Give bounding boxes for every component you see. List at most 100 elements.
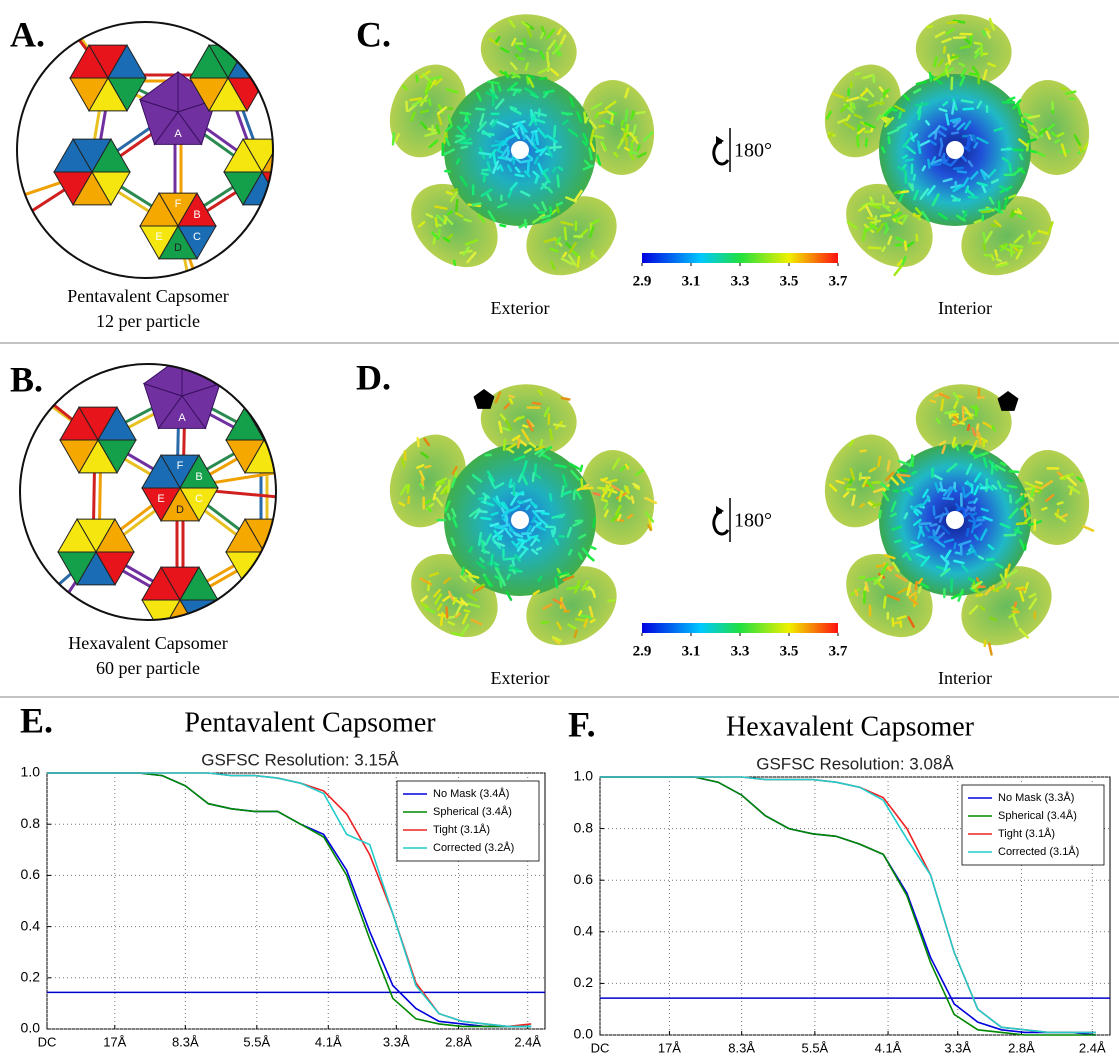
map-fiber: [633, 485, 641, 491]
map-fiber: [420, 109, 430, 114]
chart-subtitle: GSFSC Resolution: 3.15Å: [201, 750, 399, 769]
map-fiber: [973, 51, 981, 59]
map-fiber: [859, 96, 869, 102]
map-fiber: [1025, 508, 1032, 518]
map-fiber: [940, 554, 950, 565]
map-fiber: [614, 504, 622, 516]
map-fiber: [511, 558, 516, 567]
map-fiber: [859, 449, 867, 453]
x-tick-label: 8.3Å: [728, 1040, 755, 1055]
map-fiber: [538, 450, 546, 458]
map-fiber: [409, 97, 423, 102]
map-fiber: [973, 41, 982, 45]
map-fiber: [993, 127, 1004, 132]
map-fiber: [493, 529, 503, 541]
map-fiber: [447, 590, 454, 602]
map-fiber: [1002, 487, 1010, 493]
map-fiber: [887, 235, 893, 246]
map-fiber: [644, 496, 658, 505]
map-fiber: [556, 621, 563, 630]
map-fiber: [1018, 627, 1029, 639]
map-fiber: [604, 100, 617, 110]
map-fiber: [934, 131, 938, 140]
map-fiber: [559, 572, 570, 579]
map-fiber: [419, 70, 431, 79]
map-fiber: [908, 591, 917, 599]
map-fiber: [839, 103, 850, 113]
map-fiber: [949, 117, 962, 123]
map-fiber: [914, 207, 923, 216]
map-fiber: [877, 574, 883, 582]
map-fiber: [955, 394, 964, 399]
map-fiber: [954, 443, 960, 451]
map-fiber: [425, 213, 434, 219]
colorbar-tick-label: 3.7: [829, 273, 848, 289]
map-fiber: [891, 211, 902, 219]
map-fiber: [1015, 586, 1025, 590]
map-fiber: [946, 486, 954, 498]
map-fiber: [482, 175, 486, 183]
map-fiber: [444, 124, 454, 132]
map-fiber: [825, 110, 832, 120]
map-fiber: [531, 548, 539, 555]
map-fiber: [549, 68, 560, 77]
map-fiber: [560, 220, 574, 227]
map-fiber: [988, 17, 996, 31]
map-fiber: [554, 463, 568, 469]
map-fiber: [568, 462, 580, 470]
y-tick-label: 0.4: [574, 923, 594, 939]
map-fiber: [481, 131, 495, 136]
map-fiber: [987, 544, 995, 551]
map-fiber: [583, 159, 591, 167]
map-fiber: [579, 464, 584, 473]
map-fiber: [526, 524, 532, 533]
map-fiber: [632, 124, 637, 136]
map-fiber: [588, 119, 598, 130]
map-fiber: [442, 130, 448, 145]
map-fiber: [426, 506, 432, 513]
map-fiber: [562, 575, 575, 582]
map-fiber: [967, 160, 974, 168]
map-fiber: [872, 487, 885, 494]
map-fiber: [977, 555, 985, 561]
map-fiber: [891, 561, 900, 573]
map-fiber: [523, 170, 531, 178]
y-tick-label: 0.4: [21, 917, 41, 933]
map-fiber: [546, 28, 556, 40]
map-fiber: [530, 538, 537, 547]
map-fiber: [942, 67, 955, 77]
map-fiber: [1006, 582, 1011, 590]
map-fiber: [883, 106, 895, 117]
map-fiber: [934, 525, 941, 535]
map-fiber: [932, 505, 936, 516]
x-tick-label: 3.3Å: [383, 1034, 410, 1049]
map-fiber: [958, 539, 972, 547]
map-fiber: [951, 422, 959, 427]
map-fiber: [580, 614, 593, 619]
map-fiber: [420, 602, 429, 609]
map-fiber: [1006, 569, 1019, 578]
map-fiber: [636, 144, 641, 152]
map-fiber: [927, 535, 940, 539]
map-fiber: [864, 137, 868, 148]
map-fiber: [897, 459, 911, 467]
pentamer-sector: [138, 71, 179, 113]
map-fiber: [976, 100, 983, 109]
map-fiber: [523, 447, 532, 454]
map-fiber: [942, 101, 949, 107]
map-fiber: [566, 526, 573, 538]
map-fiber: [846, 220, 858, 230]
map-fiber: [511, 434, 521, 442]
map-fiber: [532, 215, 543, 224]
map-fiber: [1026, 493, 1035, 502]
map-fiber: [611, 457, 621, 470]
map-fiber: [995, 258, 1003, 263]
map-fiber: [937, 212, 948, 220]
map-fiber: [879, 213, 892, 218]
map-fiber: [538, 145, 549, 157]
map-fiber: [590, 102, 603, 111]
map-fiber: [912, 189, 919, 201]
panel-label: A.: [10, 14, 45, 54]
map-fiber: [581, 580, 589, 591]
map-fiber: [524, 62, 530, 71]
